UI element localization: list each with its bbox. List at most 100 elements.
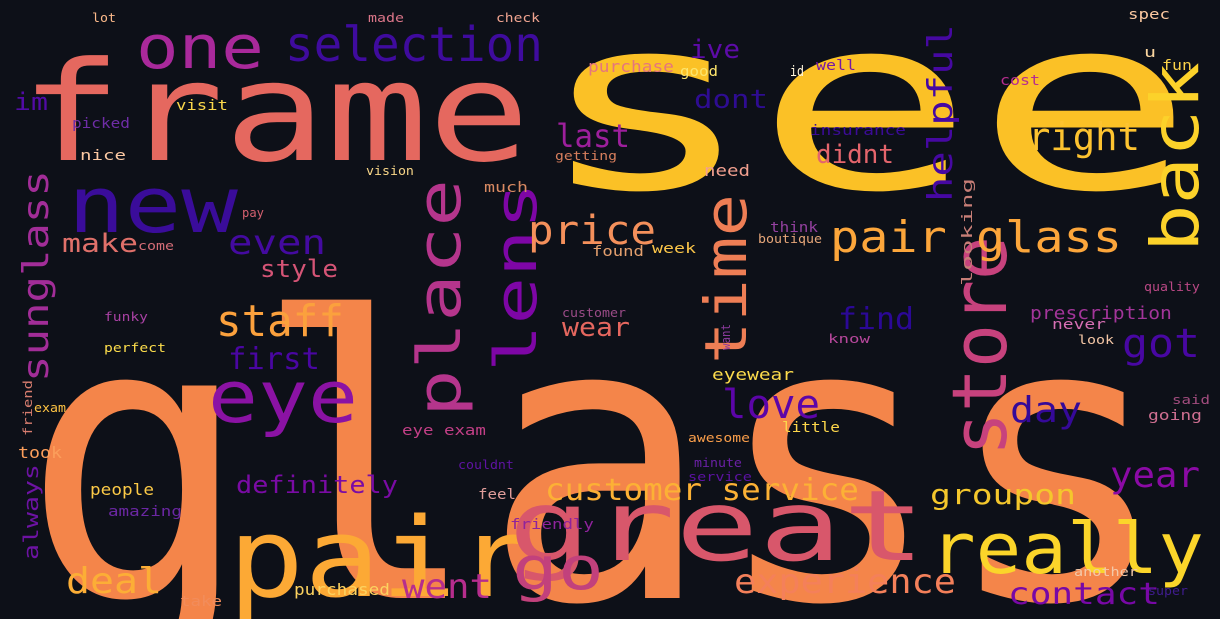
word-fun: fun	[1162, 57, 1192, 73]
word-place: place	[404, 179, 474, 417]
word-great: great	[508, 469, 926, 583]
word-sunglass: sunglass	[16, 170, 57, 382]
word-year: year	[1110, 454, 1200, 496]
word-pay: pay	[242, 206, 264, 220]
word-week: week	[652, 240, 696, 256]
word-dont: dont	[694, 84, 768, 114]
word-looking: looking	[959, 178, 975, 286]
word-glass: glass	[22, 237, 1172, 619]
word-found: found	[592, 243, 644, 260]
word-service: service	[688, 470, 752, 484]
word-know: know	[828, 332, 870, 346]
word-good: good	[680, 63, 718, 80]
word-new: new	[68, 161, 239, 251]
word-come: come	[138, 239, 174, 253]
word-exam: exam	[34, 401, 66, 415]
word-staff: staff	[216, 296, 344, 347]
word-helpful: helpful	[921, 24, 961, 202]
word-selection: selection	[285, 18, 543, 73]
word-time: time	[693, 194, 760, 364]
word-one: one	[136, 13, 264, 82]
word-well: well	[816, 57, 856, 73]
word-amazing: amazing	[108, 503, 182, 520]
word-customer-service: customer service	[545, 473, 859, 507]
word-much: much	[484, 179, 528, 195]
word-day: day	[1010, 389, 1082, 431]
word-never: never	[1052, 316, 1106, 333]
word-find: find	[838, 302, 914, 337]
word-want: want	[718, 324, 733, 350]
word-store: store	[936, 236, 1025, 456]
word-friend: friend	[22, 380, 36, 436]
word-groupon: groupon	[930, 479, 1076, 511]
word-quality: quality	[1144, 280, 1200, 294]
word-love: love	[722, 381, 820, 428]
word-think: think	[770, 219, 818, 236]
word-really: really	[930, 509, 1204, 591]
word-look: look	[1078, 333, 1114, 347]
word-frame: frame	[20, 33, 530, 193]
word-lot: lot	[92, 11, 116, 25]
word-make: make	[62, 228, 138, 259]
word-getting: getting	[555, 150, 617, 163]
word-even: even	[228, 222, 326, 262]
word-couldnt: couldnt	[458, 458, 514, 472]
word-purchased: purchased	[294, 580, 390, 599]
word-funky: funky	[104, 311, 148, 324]
word-see: see	[535, 0, 1195, 245]
word-pair-glass: pair glass	[830, 211, 1122, 262]
word-price: price	[528, 207, 656, 254]
word-made: made	[368, 11, 404, 25]
word-vision: vision	[366, 164, 414, 178]
word-picked: picked	[72, 115, 130, 132]
word-take: take	[180, 593, 222, 610]
word-said: said	[1172, 394, 1210, 408]
word-style: style	[260, 255, 338, 283]
word-took: took	[18, 444, 63, 463]
word-feel: feel	[478, 486, 516, 503]
word-id: id	[790, 64, 804, 80]
word-went: went	[402, 568, 492, 607]
word-friendly: friendly	[510, 516, 594, 533]
word-pair: pair	[228, 494, 533, 619]
word-another: another	[1074, 565, 1138, 579]
word-need: need	[704, 162, 750, 180]
word-visit: visit	[176, 97, 228, 114]
word-ive: ive	[690, 35, 740, 65]
word-going: going	[1148, 407, 1202, 424]
word-little: little	[782, 419, 840, 436]
word-super: super	[1148, 584, 1188, 598]
word-im: im	[14, 89, 48, 116]
word-always: always	[19, 464, 43, 560]
word-definitely: definitely	[236, 471, 398, 499]
word-got: got	[1122, 320, 1200, 367]
word-purchase: purchase	[588, 57, 674, 76]
word-experience: experience	[734, 562, 956, 601]
word-prescription: prescription	[1030, 304, 1172, 324]
word-cost: cost	[1000, 72, 1040, 88]
word-back: back	[1137, 62, 1214, 252]
word-customer: customer	[562, 306, 626, 320]
word-go: go	[512, 534, 604, 604]
word-wear: wear	[562, 313, 630, 343]
word-perfect: perfect	[104, 342, 166, 355]
word-right: right	[1028, 115, 1140, 159]
word-last: last	[556, 118, 630, 155]
word-spec: spec	[1128, 6, 1170, 23]
word-eye: eye	[208, 356, 358, 439]
word-contact: contact	[1008, 576, 1160, 611]
word-eyewear: eyewear	[712, 366, 794, 385]
word-minute: minute	[694, 456, 742, 470]
word-boutique: boutique	[758, 232, 822, 246]
word-awesome: awesome	[688, 432, 750, 445]
word-u: u	[1144, 45, 1156, 61]
word-lens: lens	[483, 182, 550, 372]
word-nice: nice	[80, 147, 126, 164]
word-didnt: didnt	[816, 140, 894, 170]
word-first: first	[228, 342, 320, 377]
word-insurance: insurance	[810, 122, 906, 139]
word-deal: deal	[66, 560, 162, 602]
word-check: check	[496, 12, 540, 25]
